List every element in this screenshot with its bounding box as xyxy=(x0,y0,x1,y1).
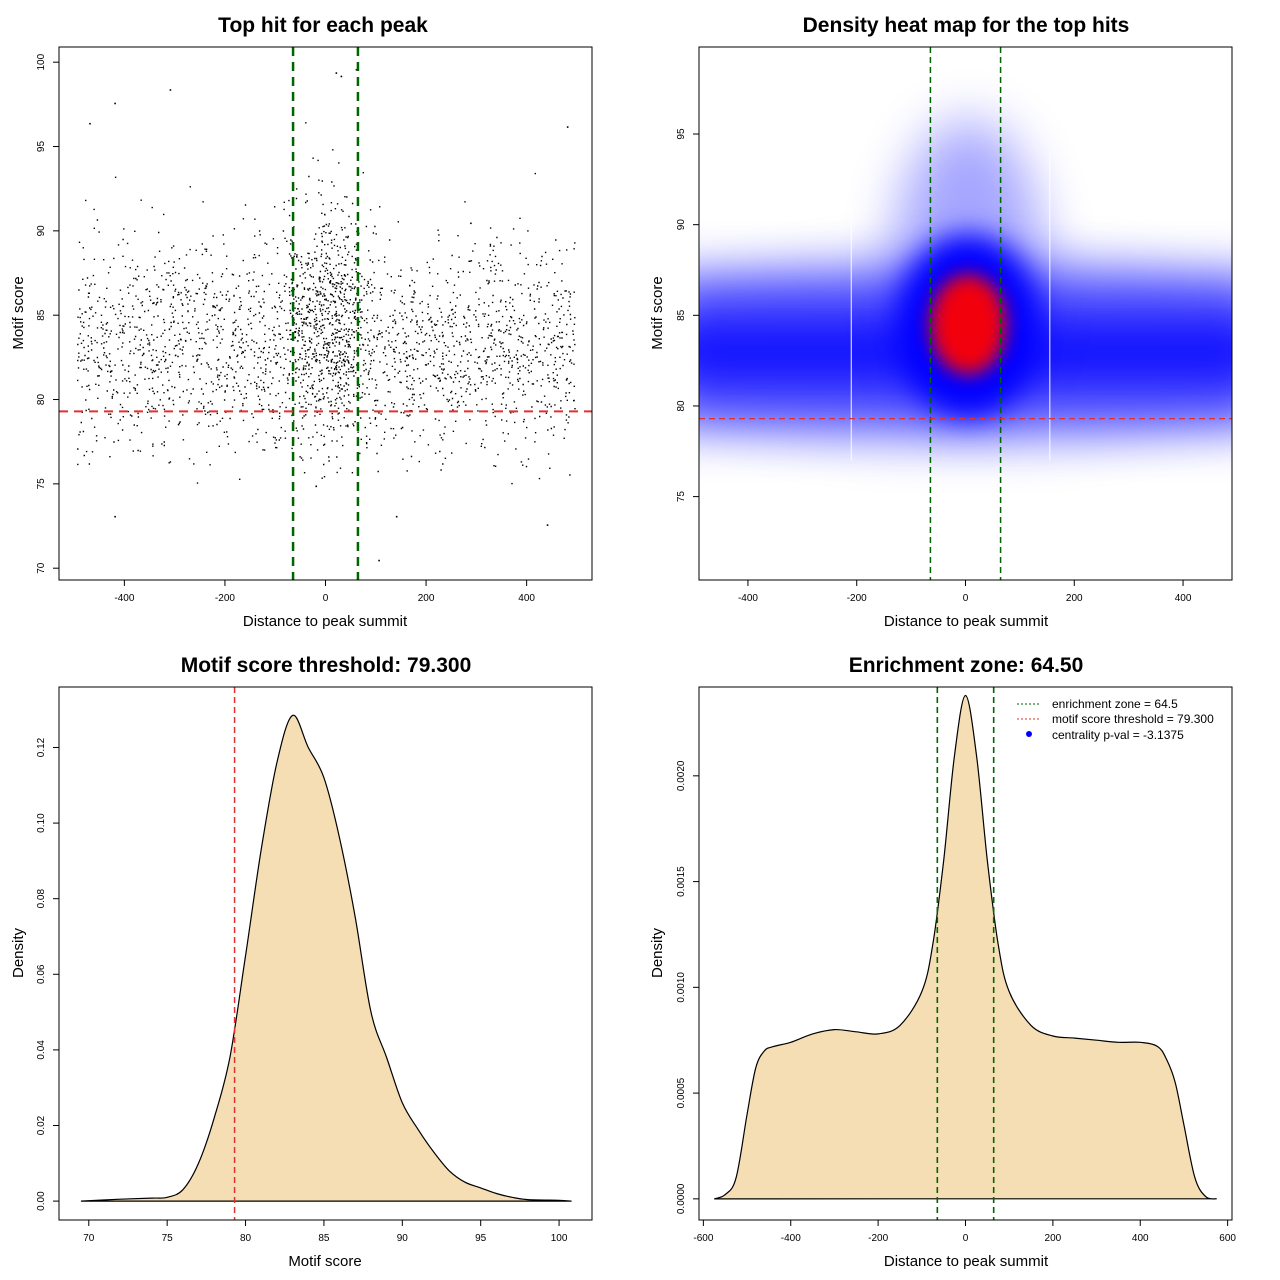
scatter-point xyxy=(114,102,116,105)
heatmap-peak-red xyxy=(930,274,1007,375)
heatmap-density xyxy=(699,47,1232,580)
distance-density-x-tick-label: 400 xyxy=(1132,1233,1149,1244)
distance-density-x-tick-label: 600 xyxy=(1219,1233,1236,1244)
heatmap-y-tick-label: 85 xyxy=(676,309,687,321)
score-density-y-tick-label: 0.06 xyxy=(36,964,47,984)
distance-density-title: Enrichment zone: 64.50 xyxy=(849,654,1084,677)
scatter-point xyxy=(340,75,343,78)
score-density-x-tick-label: 75 xyxy=(162,1233,174,1244)
scatter-x-tick-label: 200 xyxy=(418,593,435,604)
score-density-x-tick-label: 100 xyxy=(551,1233,568,1244)
heatmap-x-tick-label: 0 xyxy=(963,593,969,604)
scatter-x-tick-label: 400 xyxy=(518,593,535,604)
scatter-panel: Top hit for each peak -400 -200 0 200 400 70… xyxy=(10,14,593,630)
distance-density-x-tick-label: -400 xyxy=(781,1233,801,1244)
scatter-y-tick-label: 70 xyxy=(36,562,47,574)
scatter-y-axis-label: Motif score xyxy=(10,276,27,349)
score-density-title: Motif score threshold: 79.300 xyxy=(181,654,472,677)
heatmap-title: Density heat map for the top hits xyxy=(803,14,1130,37)
score-density-x-axis-label: Motif score xyxy=(288,1253,361,1270)
score-density-x-tick-label: 95 xyxy=(475,1233,487,1244)
scatter-x-tick-label: 0 xyxy=(323,593,329,604)
scatter-point xyxy=(335,72,338,74)
score-density-x-tick-label: 80 xyxy=(240,1233,252,1244)
legend-pval-dot xyxy=(1026,731,1032,737)
heatmap-y-tick-label: 90 xyxy=(676,219,687,231)
scatter-point xyxy=(378,559,380,562)
scatter-y-tick-label: 85 xyxy=(36,309,47,321)
heatmap-y-tick-label: 95 xyxy=(676,128,687,140)
scatter-points xyxy=(77,68,576,562)
distance-density-x-tick-label: 200 xyxy=(1045,1233,1062,1244)
distance-density-x-tick-label: -600 xyxy=(693,1233,713,1244)
scatter-y-tick-label: 100 xyxy=(36,53,47,70)
scatter-x-tick-label: -400 xyxy=(114,593,134,604)
heatmap-x-axis-label: Distance to peak summit xyxy=(884,613,1049,630)
scatter-title: Top hit for each peak xyxy=(218,14,428,37)
scatter-point xyxy=(89,122,91,125)
score-density-y-tick-label: 0.04 xyxy=(36,1040,47,1060)
scatter-x-tick-label: -200 xyxy=(215,593,235,604)
legend-threshold-label: motif score threshold = 79.300 xyxy=(1052,712,1214,726)
distance-density-curve xyxy=(714,694,1217,1200)
scatter-point xyxy=(395,515,398,518)
scatter-point xyxy=(114,515,116,518)
scatter-y-tick-label: 75 xyxy=(36,478,47,490)
score-density-x-tick-label: 85 xyxy=(318,1233,330,1244)
distance-density-y-tick-label: 0.0020 xyxy=(676,760,687,791)
distance-density-x-tick-label: 0 xyxy=(963,1233,969,1244)
legend-pval-label: centrality p-val = -3.1375 xyxy=(1052,728,1184,742)
score-density-curve xyxy=(80,714,572,1202)
heatmap-x-tick-label: -400 xyxy=(738,593,758,604)
legend-zone-label: enrichment zone = 64.5 xyxy=(1052,697,1178,711)
distance-density-x-axis-label: Distance to peak summit xyxy=(884,1253,1049,1270)
scatter-y-tick-label: 80 xyxy=(36,394,47,406)
scatter-point xyxy=(355,68,358,71)
distance-density-y-tick-label: 0.0015 xyxy=(676,866,687,897)
distance-density-x-tick-label: -200 xyxy=(868,1233,888,1244)
distance-density-y-tick-label: 0.0010 xyxy=(676,972,687,1003)
heatmap-x-tick-label: 400 xyxy=(1175,593,1192,604)
scatter-y-tick-label: 95 xyxy=(36,141,47,153)
scatter-y-tick-label: 90 xyxy=(36,225,47,237)
scatter-x-axis-label: Distance to peak summit xyxy=(243,613,408,630)
distance-density-panel: Enrichment zone: 64.50 -600 -400 -200 0 200 4… xyxy=(649,654,1236,1270)
legend: enrichment zone = 64.5 motif score thres… xyxy=(1017,697,1214,742)
score-density-panel: Motif score threshold: 79.300 70 75 80 85 90… xyxy=(10,654,593,1270)
distance-density-y-axis-label: Density xyxy=(649,927,666,978)
heatmap-x-tick-label: -200 xyxy=(847,593,867,604)
scatter-point xyxy=(546,524,549,526)
score-density-y-tick-label: 0.08 xyxy=(36,889,47,909)
score-density-x-tick-label: 90 xyxy=(397,1233,409,1244)
distance-density-y-tick-label: 0.0005 xyxy=(676,1077,687,1108)
score-density-y-tick-label: 0.12 xyxy=(36,737,47,757)
scatter-point xyxy=(315,485,318,488)
scatter-point xyxy=(169,89,172,91)
score-density-y-axis-label: Density xyxy=(10,927,27,978)
score-density-x-tick-label: 70 xyxy=(83,1233,95,1244)
heatmap-y-tick-label: 75 xyxy=(676,491,687,503)
score-density-y-tick-label: 0.02 xyxy=(36,1115,47,1135)
score-density-y-tick-label: 0.10 xyxy=(36,813,47,833)
heatmap-x-tick-label: 200 xyxy=(1066,593,1083,604)
score-density-y-tick-label: 0.00 xyxy=(36,1191,47,1211)
heatmap-panel: Density heat map for the top hits -400 -2… xyxy=(649,14,1233,630)
distance-density-y-tick-label: 0.0000 xyxy=(676,1183,687,1214)
scatter-point xyxy=(566,126,569,128)
heatmap-y-axis-label: Motif score xyxy=(649,276,666,349)
heatmap-y-tick-label: 80 xyxy=(676,400,687,412)
